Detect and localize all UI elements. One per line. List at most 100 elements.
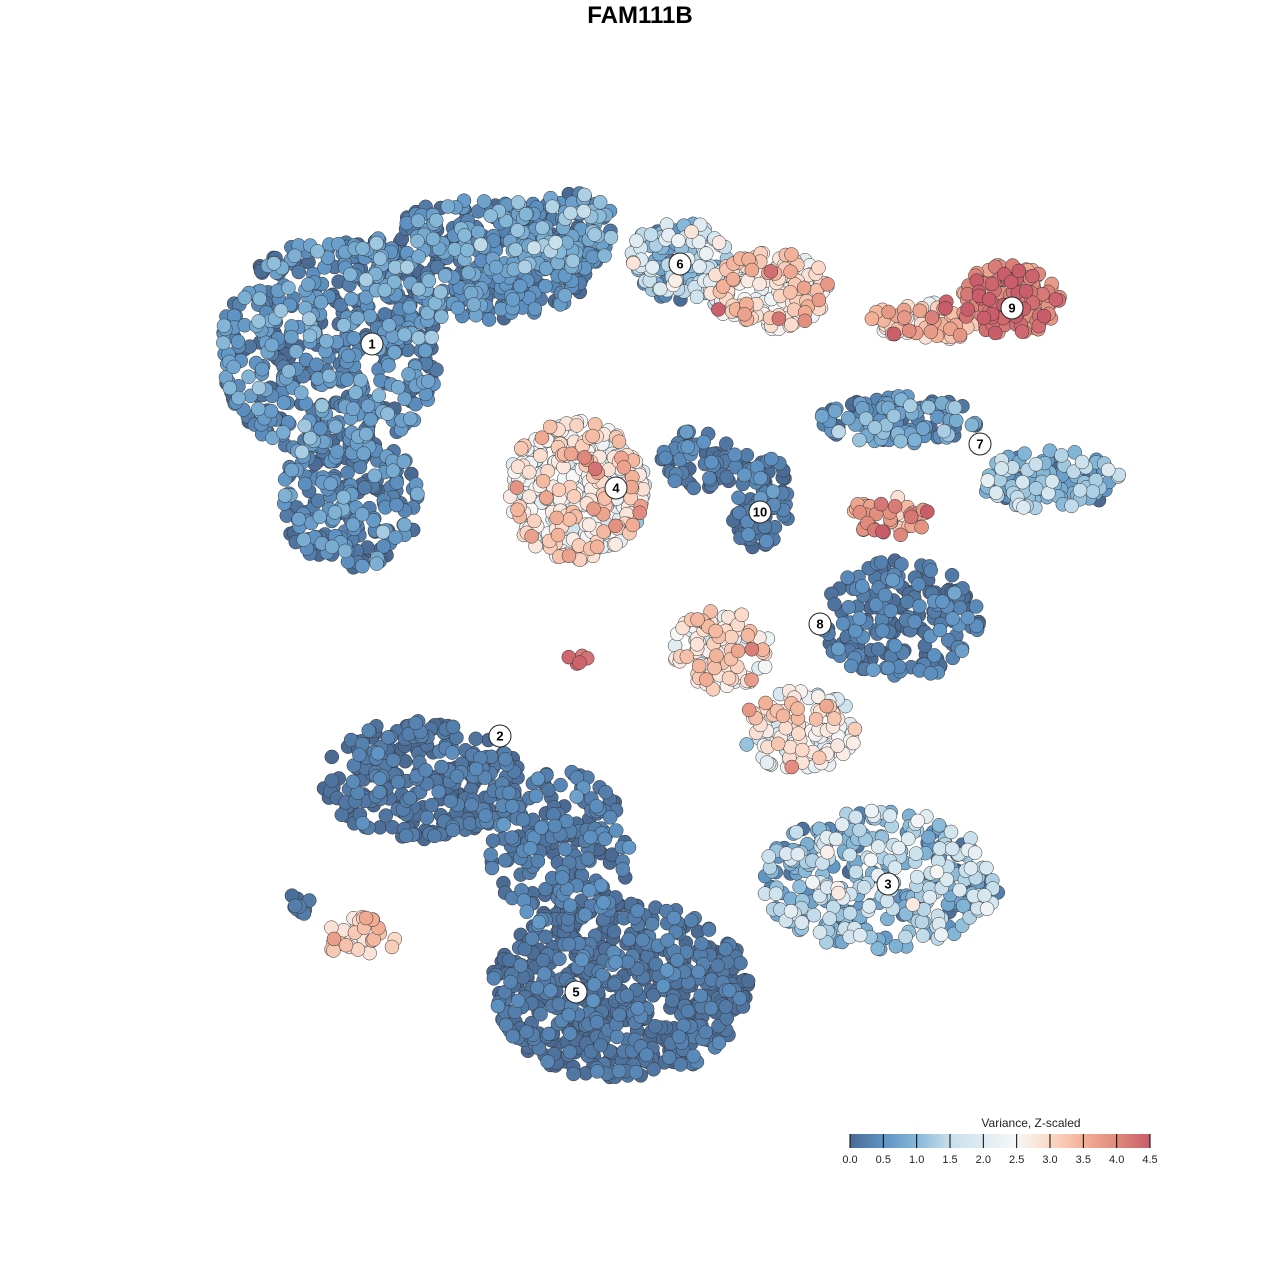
data-point [908, 846, 924, 861]
data-point [410, 486, 425, 502]
data-point [363, 412, 378, 427]
data-point [630, 1001, 645, 1016]
data-point [704, 454, 719, 470]
data-point [481, 312, 497, 327]
data-point [527, 301, 543, 317]
data-point [372, 784, 387, 800]
data-point [483, 847, 498, 862]
data-point [535, 220, 550, 236]
color-legend: Variance, Z-scaled 0.0 0.5 1.0 1.5 2.0 2.5 3.0… [842, 1116, 1157, 1166]
data-point [790, 846, 806, 862]
data-point [367, 468, 382, 483]
data-point [820, 844, 835, 860]
data-point [727, 447, 743, 463]
data-point [812, 925, 828, 940]
data-point [686, 1048, 701, 1064]
data-point [483, 208, 498, 223]
data-point [648, 956, 664, 972]
data-point [313, 294, 329, 310]
data-point [302, 328, 318, 344]
data-point [603, 230, 619, 245]
data-point [979, 860, 994, 876]
cluster-label-badge [668, 252, 692, 276]
data-point [503, 974, 518, 990]
data-point [264, 337, 280, 353]
data-point [659, 963, 675, 978]
points-layer [216, 186, 1127, 1085]
data-point [461, 265, 476, 280]
data-point [387, 345, 402, 360]
data-point [741, 702, 757, 718]
data-point [875, 623, 890, 638]
data-point [337, 543, 353, 559]
colorbar-tick-label: 2.0 [976, 1154, 991, 1166]
data-point [433, 284, 448, 300]
data-point [830, 738, 845, 753]
data-point [784, 317, 799, 332]
data-point [1054, 448, 1069, 463]
data-point [778, 720, 794, 736]
data-point [585, 428, 600, 444]
data-point [921, 399, 936, 415]
data-point [505, 1029, 521, 1044]
data-point [694, 936, 709, 951]
data-point [336, 490, 351, 505]
data-point [230, 334, 246, 349]
data-point [490, 998, 506, 1014]
data-point [466, 297, 482, 312]
data-point [703, 604, 718, 619]
data-point [403, 411, 418, 426]
data-point [770, 736, 786, 752]
data-point [462, 816, 478, 831]
data-point [345, 517, 361, 532]
data-point [608, 954, 623, 970]
data-point [753, 470, 768, 486]
data-point [498, 751, 513, 767]
data-point [549, 510, 564, 526]
data-point [947, 400, 963, 415]
data-point [1028, 457, 1044, 472]
cluster-label-text: 6 [676, 257, 683, 272]
data-point [848, 809, 863, 825]
data-point [369, 236, 384, 251]
data-point [355, 816, 370, 831]
data-point [764, 451, 779, 467]
data-point [437, 268, 453, 283]
data-point [222, 380, 238, 396]
data-point [792, 879, 807, 894]
data-point [737, 467, 752, 483]
data-point [981, 292, 997, 307]
data-point [577, 450, 592, 465]
data-point [254, 361, 270, 377]
data-point [721, 670, 737, 686]
data-point [984, 276, 1000, 292]
data-point [867, 420, 883, 435]
cluster-label-badge [876, 872, 900, 896]
data-point [371, 388, 387, 403]
data-point [226, 359, 241, 375]
data-point [771, 311, 787, 326]
data-point [932, 622, 948, 638]
data-point [952, 882, 967, 898]
data-point [783, 264, 798, 279]
data-point [291, 511, 306, 527]
data-point [609, 823, 624, 838]
data-point [251, 314, 266, 329]
data-point [534, 820, 549, 835]
data-point [945, 841, 960, 857]
data-point [418, 763, 433, 778]
data-point [923, 563, 938, 578]
data-point [522, 464, 537, 480]
data-point [661, 1050, 677, 1065]
data-point [828, 831, 844, 847]
data-point [689, 637, 705, 652]
cluster-label-4: 4 [604, 476, 628, 500]
colorbar-tick-label: 0.0 [842, 1154, 857, 1166]
data-point [510, 223, 525, 238]
data-point [711, 235, 727, 250]
data-point [538, 278, 553, 294]
cluster-label-2: 2 [488, 724, 512, 748]
data-point [625, 517, 640, 533]
data-point [375, 524, 391, 540]
